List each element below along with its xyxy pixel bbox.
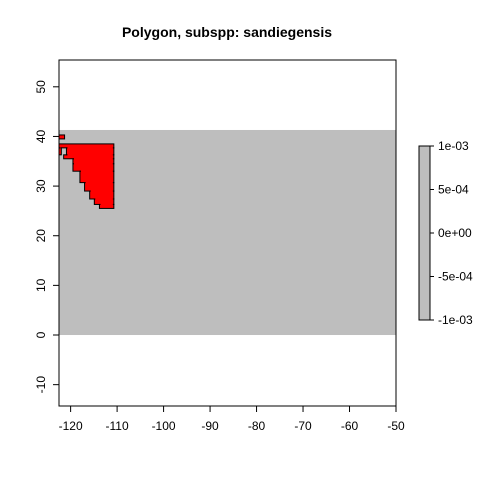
- x-tick-label: -110: [106, 419, 129, 433]
- y-tick-label: 40: [34, 129, 48, 143]
- x-tick-label: -120: [59, 419, 83, 433]
- x-tick-label: -90: [201, 419, 219, 433]
- y-tick-label: 0: [34, 331, 48, 338]
- presence-cell-fill: [85, 183, 113, 191]
- y-tick-label: 20: [34, 229, 48, 243]
- presence-cell-fill: [73, 159, 113, 163]
- y-axis: -10 0 10 20 30 40 50: [34, 80, 60, 394]
- legend-tick-label: -1e-03: [438, 313, 473, 327]
- presence-cell-fill: [95, 199, 113, 204]
- legend: 1e-03 5e-04 0e+00 -5e-04 -1e-03: [418, 139, 473, 327]
- presence-seam-fill: [73, 162, 113, 166]
- x-tick-label: -50: [387, 419, 405, 433]
- presence-seam-fill: [95, 197, 113, 201]
- raster-layer: [59, 129, 396, 336]
- legend-tick-label: 0e+00: [438, 226, 472, 240]
- x-tick-label: -100: [152, 419, 176, 433]
- presence-seam-fill: [90, 189, 113, 193]
- chart-title: Polygon, subspp: sandiegensis: [122, 24, 332, 40]
- presence-cell-fill: [67, 148, 113, 154]
- raster-extent: [59, 129, 396, 336]
- presence-region: [58, 134, 115, 209]
- presence-seam-fill: [73, 157, 113, 161]
- presence-cell-fill: [60, 144, 113, 147]
- legend-tick-label: 5e-04: [438, 183, 469, 197]
- presence-cell-fill: [73, 164, 113, 171]
- x-tick-label: -70: [294, 419, 312, 433]
- presence-cell-fill: [60, 135, 64, 138]
- presence-cell-fill: [90, 192, 113, 198]
- presence-seam-fill: [67, 153, 113, 157]
- presence-seam-fill: [100, 202, 113, 206]
- y-tick-label: 50: [34, 80, 48, 94]
- legend-tick-label: 1e-03: [438, 139, 469, 153]
- legend-colorbar: [418, 145, 431, 321]
- presence-seam-fill: [80, 169, 113, 173]
- presence-cell-fill: [100, 205, 113, 208]
- presence-seam-fill: [67, 146, 113, 150]
- presence-fill-cover: [60, 135, 113, 208]
- legend-tick-label: -5e-04: [438, 270, 473, 284]
- presence-seam-fill: [85, 181, 113, 185]
- y-tick-label: 10: [34, 278, 48, 292]
- presence-cell-fill: [64, 155, 113, 158]
- y-tick-label: 30: [34, 179, 48, 193]
- y-tick-label: -10: [34, 376, 48, 394]
- x-tick-label: -60: [341, 419, 359, 433]
- presence-cell-fill: [80, 172, 113, 182]
- x-tick-label: -80: [248, 419, 266, 433]
- x-axis: -120 -110 -100 -90 -80 -70 -60 -50: [59, 405, 405, 433]
